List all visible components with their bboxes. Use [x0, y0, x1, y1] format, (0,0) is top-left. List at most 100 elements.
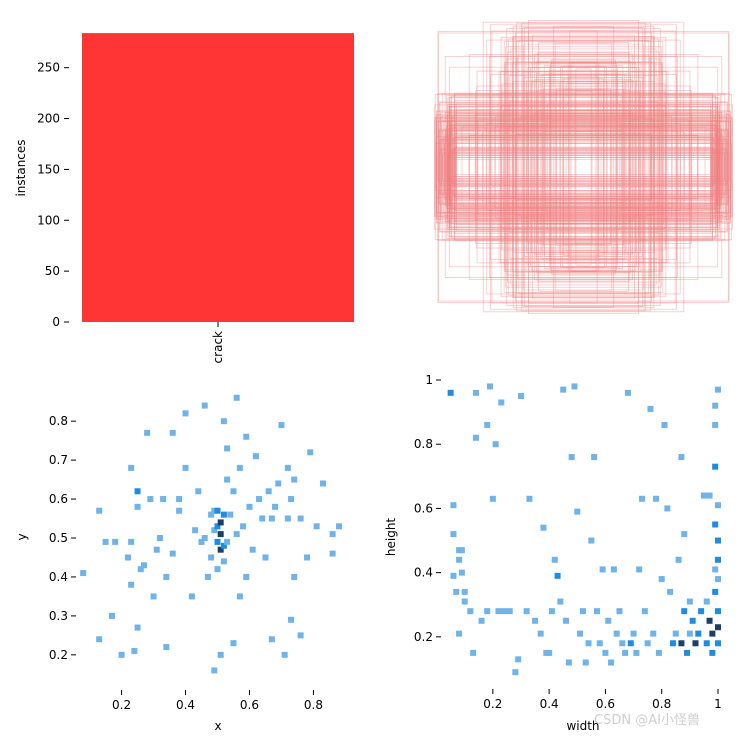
xy-cell	[284, 515, 291, 522]
bounding-box	[438, 130, 729, 204]
wh-y-tick-label: 0.2	[414, 630, 433, 644]
bar-crack	[82, 33, 354, 322]
xy-cell	[217, 531, 224, 538]
wh-cell	[715, 624, 721, 631]
xy-cell	[278, 422, 285, 429]
bounding-box	[443, 118, 724, 216]
bounding-box	[450, 95, 717, 239]
bounding-box	[440, 115, 727, 219]
bounding-box	[440, 148, 727, 186]
xy-cell	[233, 394, 240, 401]
bounding-box	[446, 151, 721, 183]
wh-cell	[709, 649, 716, 656]
bounding-box	[544, 77, 623, 257]
y-tick-label-250: 250	[37, 61, 60, 75]
bounding-box	[449, 109, 718, 225]
bounding-box	[444, 112, 723, 222]
wh-y-tick-label: 0.4	[414, 566, 433, 580]
wh-cell	[540, 524, 547, 531]
bounding-box	[537, 52, 630, 282]
xy-cell	[297, 515, 304, 522]
bounding-box	[443, 134, 724, 200]
bounding-box	[435, 121, 732, 213]
wh-cell	[596, 640, 603, 647]
xy-cell	[297, 632, 304, 639]
wh-cell	[633, 649, 640, 656]
xy-cell	[246, 503, 253, 510]
bounding-box	[526, 91, 641, 243]
bounding-box	[501, 83, 666, 251]
bounding-box	[532, 34, 635, 300]
bounding-box	[512, 25, 655, 309]
bounding-box	[507, 126, 660, 208]
xy-cell	[80, 570, 87, 577]
x-tick-label-crack: crack	[211, 331, 225, 363]
bounding-box	[452, 159, 715, 175]
bounding-box	[543, 64, 624, 270]
bounding-box	[436, 119, 731, 215]
bounding-box	[490, 24, 677, 310]
watermark: CSDN @AI小怪兽	[594, 713, 700, 728]
xy-cell	[140, 562, 147, 569]
bounding-box	[455, 118, 712, 216]
wh-cell	[619, 640, 626, 647]
bounding-box	[523, 27, 644, 307]
xy-cell	[96, 507, 103, 514]
bounding-box	[437, 93, 730, 241]
wh-cell	[456, 630, 463, 637]
xy-cell	[176, 496, 183, 503]
bounding-box	[563, 78, 604, 256]
bounding-box	[436, 136, 731, 198]
xy-cell	[265, 488, 272, 495]
bounding-box	[434, 94, 733, 240]
xy-cell	[288, 496, 295, 503]
xy-cell	[243, 433, 250, 440]
wh-cell	[658, 576, 665, 583]
bounding-box	[562, 66, 605, 268]
bounding-box	[442, 152, 725, 182]
bounding-box	[545, 94, 622, 240]
xy-cell	[208, 554, 215, 561]
bounding-box	[446, 125, 721, 209]
xy-y-tick-label: 0.5	[49, 531, 68, 545]
bounding-box	[451, 117, 716, 217]
bounding-box	[439, 140, 728, 194]
bounding-box	[570, 62, 597, 272]
xy-cell	[220, 542, 227, 549]
xy-x-tick-label: 0.6	[240, 698, 259, 712]
width-height-heatmap: 0.2 0.4 0.6 0.8 1 0.2 0.4 0.6 0.8 1 width height	[384, 373, 722, 733]
bounding-box	[559, 81, 608, 253]
xy-cell	[281, 651, 288, 658]
bounding-box	[537, 89, 630, 245]
bounding-box	[491, 30, 676, 304]
bounding-box	[442, 137, 725, 197]
bounding-box	[527, 66, 640, 268]
bounding-box	[486, 39, 681, 295]
bounding-box	[542, 85, 625, 249]
wh-cell	[461, 598, 468, 605]
wh-cell	[470, 649, 477, 656]
xy-cell	[336, 523, 343, 530]
instances-x-axis: crack	[211, 322, 225, 363]
bounding-box	[477, 119, 690, 215]
xy-cell	[198, 538, 205, 545]
bounding-box	[468, 135, 699, 199]
bounding-box	[512, 81, 655, 253]
wh-cell	[686, 598, 693, 605]
wh-y-label: height	[384, 518, 398, 557]
bounding-box	[494, 125, 673, 209]
xy-cell	[169, 429, 176, 436]
bounding-box	[455, 102, 712, 232]
wh-cell	[678, 454, 685, 461]
bounding-box	[443, 121, 724, 213]
wh-x-tick-label: 1	[714, 697, 722, 711]
xy-x-label: x	[214, 719, 221, 733]
wh-cell	[712, 463, 719, 470]
wh-cell	[484, 421, 491, 428]
bounding-box	[444, 157, 723, 177]
y-tick-label-100: 100	[37, 213, 60, 227]
bounding-box	[447, 103, 720, 231]
xy-y-tick-label: 0.2	[49, 648, 68, 662]
bounding-box	[450, 95, 717, 239]
bounding-box	[526, 80, 641, 254]
